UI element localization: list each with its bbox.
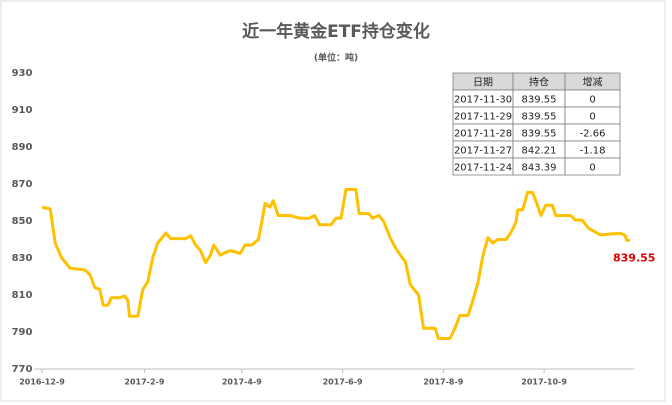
table-text: 2017-11-30	[454, 95, 512, 106]
table-header: 持仓	[529, 76, 549, 89]
y-tick-label: 930	[12, 68, 33, 79]
y-tick-label: 830	[12, 253, 33, 264]
chart-subtitle: (单位：吨)	[314, 52, 358, 64]
table-text: 839.55	[522, 129, 557, 140]
table-text: 2017-11-27	[454, 146, 512, 157]
table-text: 2017-11-24	[454, 163, 512, 174]
table-header: 增减	[583, 76, 603, 89]
x-tick-label: 2016-12-9	[19, 378, 65, 387]
x-tick-label: 2017-2-9	[124, 378, 164, 387]
table-text: 0	[589, 163, 595, 174]
table-text: 0	[589, 95, 595, 106]
x-tick-label: 2017-10-9	[521, 378, 567, 387]
table-text: 0	[589, 112, 595, 123]
y-tick-label: 850	[12, 216, 33, 227]
table-header: 日期	[473, 77, 493, 89]
y-tick-label: 890	[12, 142, 33, 153]
y-tick-label: 790	[12, 327, 33, 338]
table-text: 843.39	[522, 163, 557, 174]
y-tick-label: 770	[12, 364, 33, 375]
x-tick-label: 2017-4-9	[222, 378, 262, 387]
y-tick-label: 870	[12, 179, 33, 190]
table-text: -1.18	[580, 146, 606, 157]
table-text: -2.66	[580, 129, 606, 140]
table-text: 2017-11-28	[454, 129, 512, 140]
end-value-label: 839.55	[613, 251, 655, 264]
table-text: 839.55	[522, 112, 557, 123]
chart-title: 近一年黄金ETF持仓变化	[242, 21, 430, 42]
table-text: 2017-11-29	[454, 112, 512, 123]
table-text: 839.55	[522, 95, 557, 106]
y-tick-label: 810	[12, 290, 33, 301]
table-cell	[564, 157, 621, 176]
x-tick-label: 2017-6-9	[323, 378, 363, 387]
x-tick-label: 2017-8-9	[423, 378, 463, 387]
table-text: 842.21	[522, 146, 557, 157]
y-tick-label: 910	[12, 105, 33, 116]
line	[41, 188, 630, 340]
